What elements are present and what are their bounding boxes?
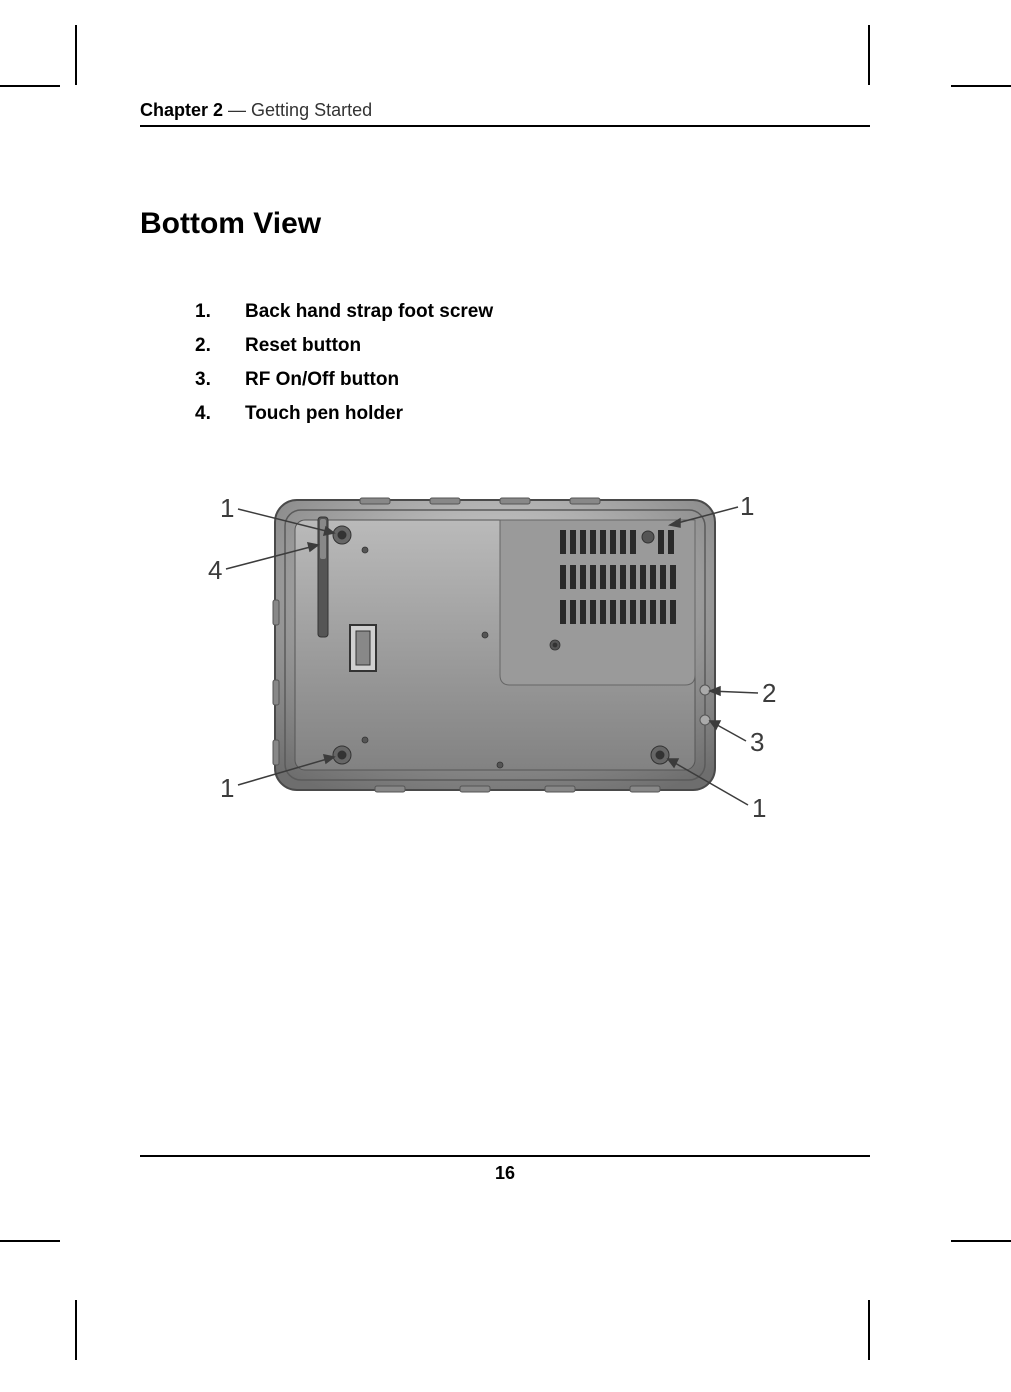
page-header: Chapter 2 — Getting Started: [140, 100, 870, 127]
section-title: Bottom View: [140, 207, 870, 241]
callout-2: 2: [762, 678, 776, 709]
crop-mark: [0, 1240, 60, 1242]
crop-mark: [75, 1300, 77, 1360]
list-item: 3. RF On/Off button: [195, 369, 870, 391]
crop-mark: [75, 25, 77, 85]
crop-mark: [951, 85, 1011, 87]
chapter-label: Chapter 2: [140, 100, 223, 120]
list-num: 3.: [195, 369, 245, 391]
crop-mark: [868, 25, 870, 85]
list-item: 1. Back hand strap foot screw: [195, 301, 870, 323]
crop-mark: [0, 85, 60, 87]
callout-1: 1: [740, 491, 754, 522]
crop-mark: [951, 1240, 1011, 1242]
list-item: 2. Reset button: [195, 335, 870, 357]
callout-1: 1: [220, 493, 234, 524]
callout-1: 1: [752, 793, 766, 824]
list-label: Reset button: [245, 335, 870, 357]
page-footer: 16: [140, 1155, 870, 1184]
chapter-title: Getting Started: [251, 100, 372, 120]
callout-4: 4: [208, 555, 222, 586]
callout-3: 3: [750, 727, 764, 758]
list-label: Touch pen holder: [245, 403, 870, 425]
page-content: Chapter 2 — Getting Started Bottom View …: [140, 100, 870, 835]
list-num: 1.: [195, 301, 245, 323]
page-number: 16: [495, 1163, 515, 1183]
list-label: RF On/Off button: [245, 369, 870, 391]
list-num: 4.: [195, 403, 245, 425]
device-diagram: [200, 485, 800, 835]
header-sep: —: [223, 100, 251, 120]
component-list: 1. Back hand strap foot screw 2. Reset b…: [195, 301, 870, 425]
list-num: 2.: [195, 335, 245, 357]
crop-mark: [868, 1300, 870, 1360]
list-item: 4. Touch pen holder: [195, 403, 870, 425]
callout-1: 1: [220, 773, 234, 804]
list-label: Back hand strap foot screw: [245, 301, 870, 323]
bottom-view-figure: 1 4 1 1 2 3 1: [200, 485, 800, 835]
